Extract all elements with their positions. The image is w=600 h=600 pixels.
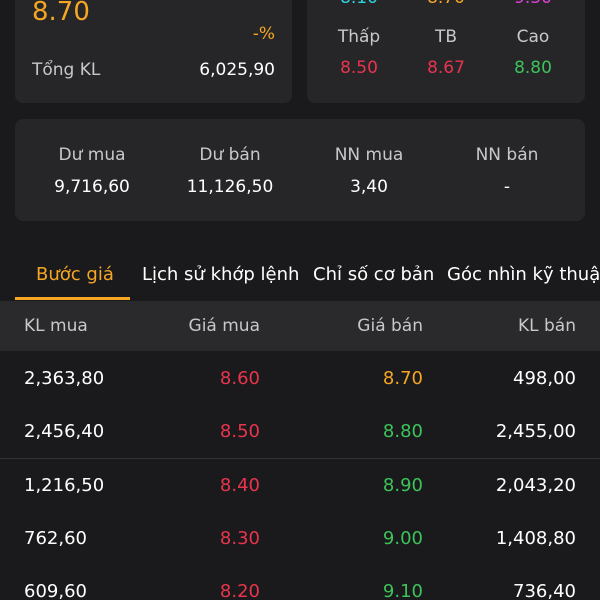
- change: -%: [252, 24, 275, 44]
- column-header: KL mua: [24, 316, 88, 336]
- balance-card: [15, 119, 585, 221]
- column-header: KL bán: [517, 316, 576, 336]
- order-cell: 9.00: [382, 527, 423, 549]
- order-cell: 2,043,20: [495, 474, 576, 496]
- order-cell: 2,455,00: [495, 421, 576, 443]
- range-card: [307, 0, 585, 103]
- order-cell: 8.20: [219, 581, 260, 600]
- volume-label: Tổng KL: [32, 60, 101, 80]
- order-cell: 736,40: [513, 581, 576, 600]
- table-header: [0, 301, 600, 351]
- order-cell: 1,216,50: [24, 474, 105, 496]
- balance-label: Dư bán: [199, 145, 261, 165]
- tab[interactable]: Chỉ số cơ bản: [313, 264, 435, 285]
- tab[interactable]: Góc nhìn kỹ thuật: [447, 264, 600, 285]
- balance-value: 3,40: [350, 177, 388, 197]
- balance-value: 9,716,60: [54, 177, 130, 197]
- price: 8.70: [32, 0, 90, 27]
- high-value: 8.80: [514, 58, 552, 78]
- order-cell: 609,60: [24, 581, 87, 600]
- column-header: Giá mua: [188, 316, 260, 336]
- tab-indicator: [15, 297, 130, 300]
- order-cell: 8.30: [219, 527, 260, 549]
- order-row: 762,60 8.30 9.00 1,408,80: [0, 511, 600, 566]
- order-cell: 2,456,40: [24, 421, 105, 443]
- tab[interactable]: Bước giá: [36, 264, 114, 285]
- balance-label: NN mua: [334, 145, 404, 165]
- order-cell: 2,363,80: [24, 368, 105, 389]
- order-row: 2,456,40 8.50 8.80 2,455,00: [0, 405, 600, 460]
- volume: 6,025,90: [199, 60, 275, 80]
- range-label: Cao: [516, 27, 550, 47]
- ceiling-price: 9.30: [514, 0, 552, 8]
- range-label: TB: [434, 27, 458, 47]
- order-cell: 8.70: [382, 368, 423, 389]
- order-row: 609,60 8.20 9.10 736,40: [0, 565, 600, 600]
- balance-value: 11,126,50: [186, 177, 274, 197]
- balance-value: -: [503, 177, 511, 197]
- order-cell: 8.60: [219, 368, 260, 389]
- avg-value: 8.67: [427, 58, 465, 78]
- order-cell: 1,408,80: [495, 527, 576, 549]
- order-cell: 8.50: [219, 421, 260, 443]
- order-cell: 8.80: [382, 421, 423, 443]
- ref-price: 8.70: [427, 0, 465, 8]
- column-header: Giá bán: [357, 316, 423, 336]
- price-card: [15, 0, 292, 103]
- tab[interactable]: Lịch sử khớp lệnh: [142, 264, 300, 285]
- order-cell: 9.10: [382, 581, 423, 600]
- low-value: 8.50: [340, 58, 378, 78]
- order-cell: 762,60: [24, 527, 87, 549]
- floor-price: 8.10: [340, 0, 378, 8]
- order-cell: 8.90: [382, 474, 423, 496]
- balance-label: Dư mua: [58, 145, 126, 165]
- order-row: 2,363,80 8.60 8.70 498,00: [0, 352, 600, 406]
- order-cell: 8.40: [219, 474, 260, 496]
- order-row: 1,216,50 8.40 8.90 2,043,20: [0, 458, 600, 513]
- range-label: Thấp: [337, 27, 381, 47]
- balance-label: NN bán: [475, 145, 539, 165]
- order-cell: 498,00: [513, 368, 576, 389]
